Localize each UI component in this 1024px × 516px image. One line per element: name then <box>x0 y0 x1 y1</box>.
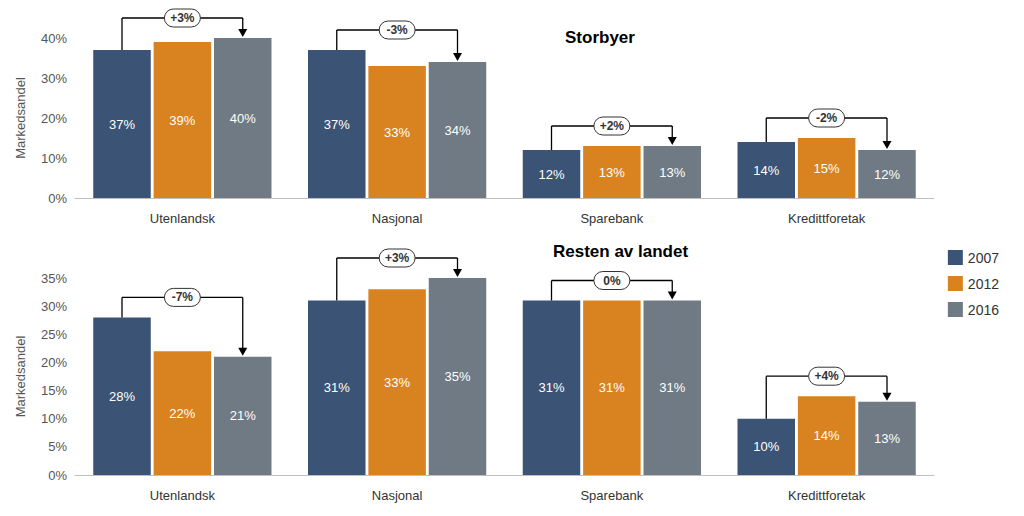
svg-text:12%: 12% <box>538 167 564 182</box>
svg-text:39%: 39% <box>169 113 195 128</box>
svg-text:10%: 10% <box>41 151 67 166</box>
svg-text:31%: 31% <box>538 380 564 395</box>
svg-text:2016: 2016 <box>968 302 999 318</box>
svg-text:13%: 13% <box>874 431 900 446</box>
svg-text:15%: 15% <box>41 383 67 398</box>
svg-text:22%: 22% <box>169 406 195 421</box>
svg-text:Storbyer: Storbyer <box>565 28 635 47</box>
svg-text:2012: 2012 <box>968 276 999 292</box>
svg-text:Utenlandsk: Utenlandsk <box>150 488 216 503</box>
svg-text:Kredittforetak: Kredittforetak <box>788 211 866 226</box>
svg-text:Resten av landet: Resten av landet <box>553 242 688 261</box>
svg-text:34%: 34% <box>444 123 470 138</box>
svg-text:14%: 14% <box>814 428 840 443</box>
svg-text:12%: 12% <box>874 167 900 182</box>
svg-text:28%: 28% <box>109 389 135 404</box>
svg-text:13%: 13% <box>659 165 685 180</box>
svg-text:0%: 0% <box>603 274 621 288</box>
svg-text:21%: 21% <box>230 408 256 423</box>
svg-text:-3%: -3% <box>386 23 408 37</box>
svg-text:40%: 40% <box>230 111 256 126</box>
svg-text:35%: 35% <box>41 271 67 286</box>
svg-text:Nasjonal: Nasjonal <box>372 211 423 226</box>
svg-text:31%: 31% <box>599 380 625 395</box>
svg-text:10%: 10% <box>41 411 67 426</box>
svg-text:37%: 37% <box>324 117 350 132</box>
svg-text:0%: 0% <box>48 191 67 206</box>
svg-text:33%: 33% <box>384 125 410 140</box>
svg-text:-7%: -7% <box>172 290 194 304</box>
svg-text:2007: 2007 <box>968 250 999 266</box>
svg-text:+2%: +2% <box>600 119 625 133</box>
svg-text:30%: 30% <box>41 299 67 314</box>
svg-text:33%: 33% <box>384 375 410 390</box>
svg-text:-2%: -2% <box>816 111 838 125</box>
svg-text:+4%: +4% <box>814 369 839 383</box>
svg-text:Kredittforetak: Kredittforetak <box>788 488 866 503</box>
svg-text:25%: 25% <box>41 327 67 342</box>
svg-text:31%: 31% <box>324 380 350 395</box>
svg-text:31%: 31% <box>659 380 685 395</box>
svg-text:20%: 20% <box>41 111 67 126</box>
svg-text:Markedsandel: Markedsandel <box>13 336 28 418</box>
svg-text:20%: 20% <box>41 355 67 370</box>
svg-text:Sparebank: Sparebank <box>580 211 643 226</box>
svg-text:Utenlandsk: Utenlandsk <box>150 211 216 226</box>
svg-text:13%: 13% <box>599 165 625 180</box>
svg-text:0%: 0% <box>48 468 67 483</box>
svg-text:Sparebank: Sparebank <box>580 488 643 503</box>
svg-text:40%: 40% <box>41 31 67 46</box>
svg-text:Nasjonal: Nasjonal <box>372 488 423 503</box>
svg-text:+3%: +3% <box>385 251 410 265</box>
svg-text:10%: 10% <box>753 439 779 454</box>
svg-text:+3%: +3% <box>170 11 195 25</box>
svg-text:Markedsandel: Markedsandel <box>13 77 28 159</box>
svg-text:30%: 30% <box>41 71 67 86</box>
svg-text:37%: 37% <box>109 117 135 132</box>
svg-text:5%: 5% <box>48 439 67 454</box>
svg-text:15%: 15% <box>814 161 840 176</box>
svg-text:35%: 35% <box>444 369 470 384</box>
svg-text:14%: 14% <box>753 163 779 178</box>
